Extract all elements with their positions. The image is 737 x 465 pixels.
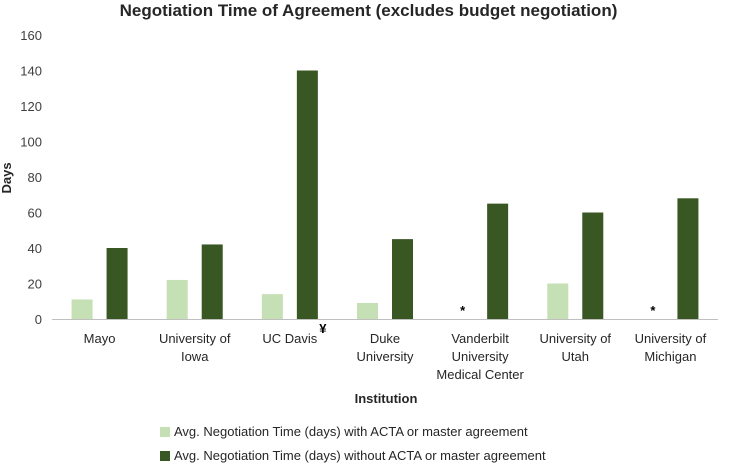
x-category-label-line: University (452, 349, 510, 364)
bar-without-acta (296, 70, 318, 319)
bar-with-acta (261, 294, 283, 319)
x-category-label-line: University of (635, 331, 707, 346)
annotation-marker: * (460, 303, 466, 318)
chart-title: Negotiation Time of Agreement (excludes … (119, 1, 618, 20)
annotation-marker: * (650, 303, 656, 318)
bar-without-acta (201, 244, 223, 319)
bar-without-acta (677, 198, 699, 319)
x-category-label-line: University (356, 349, 414, 364)
y-tick-label: 120 (20, 99, 42, 114)
y-tick-label: 60 (28, 206, 42, 221)
y-tick-label: 0 (35, 312, 42, 327)
x-category-label-line: Iowa (181, 349, 209, 364)
x-category-label-line: University of (159, 331, 231, 346)
bar-with-acta (166, 279, 188, 319)
y-tick-label: 20 (28, 277, 42, 292)
x-category-label-line: Utah (562, 349, 589, 364)
x-category-label: Duke University (356, 331, 414, 364)
x-category-label-line: Mayo (84, 331, 116, 346)
x-axis-title: Institution (355, 391, 418, 406)
y-tick-label: 140 (20, 64, 42, 79)
y-axis: 0 20 40 60 80 100 120 140 160 (20, 28, 42, 327)
legend-item-without-acta: Avg. Negotiation Time (days) without ACT… (160, 448, 546, 463)
bar-without-acta (582, 212, 604, 319)
x-category-label-line: Michigan (644, 349, 696, 364)
y-tick-label: 160 (20, 28, 42, 43)
bar-without-acta (106, 248, 128, 319)
annotations: ¥ * * (319, 303, 656, 336)
legend-label-without-acta: Avg. Negotiation Time (days) without ACT… (174, 448, 546, 463)
bar-without-acta (487, 203, 509, 319)
bar-with-acta (357, 303, 378, 319)
y-tick-label: 100 (20, 135, 42, 150)
bar-without-acta (392, 239, 413, 319)
annotation-marker: ¥ (319, 321, 327, 336)
x-category-label: University of Utah (540, 331, 612, 364)
x-category-label: Mayo (84, 331, 116, 346)
y-axis-title: Days (0, 162, 14, 193)
x-category-label: University of Michigan (635, 331, 707, 364)
y-tick-label: 40 (28, 241, 42, 256)
bar-with-acta (547, 283, 569, 319)
legend-item-with-acta: Avg. Negotiation Time (days) with ACTA o… (160, 424, 528, 439)
x-category-label-line: Duke (370, 331, 400, 346)
legend-swatch-without-acta (160, 451, 170, 461)
x-axis: Mayo University of Iowa UC Davis Duke Univers… (84, 331, 707, 382)
legend-swatch-with-acta (160, 427, 170, 437)
bar-with-acta (71, 299, 93, 319)
x-category-label-line: Vanderbilt (451, 331, 509, 346)
y-tick-label: 80 (28, 170, 42, 185)
x-category-label: Vanderbilt University Medical Center (436, 331, 524, 382)
x-category-label: UC Davis (262, 331, 317, 346)
x-category-label-line: UC Davis (262, 331, 317, 346)
x-category-label-line: Medical Center (436, 367, 524, 382)
x-category-label-line: University of (540, 331, 612, 346)
bars (71, 70, 699, 319)
x-category-label: University of Iowa (159, 331, 231, 364)
legend-label-with-acta: Avg. Negotiation Time (days) with ACTA o… (174, 424, 528, 439)
